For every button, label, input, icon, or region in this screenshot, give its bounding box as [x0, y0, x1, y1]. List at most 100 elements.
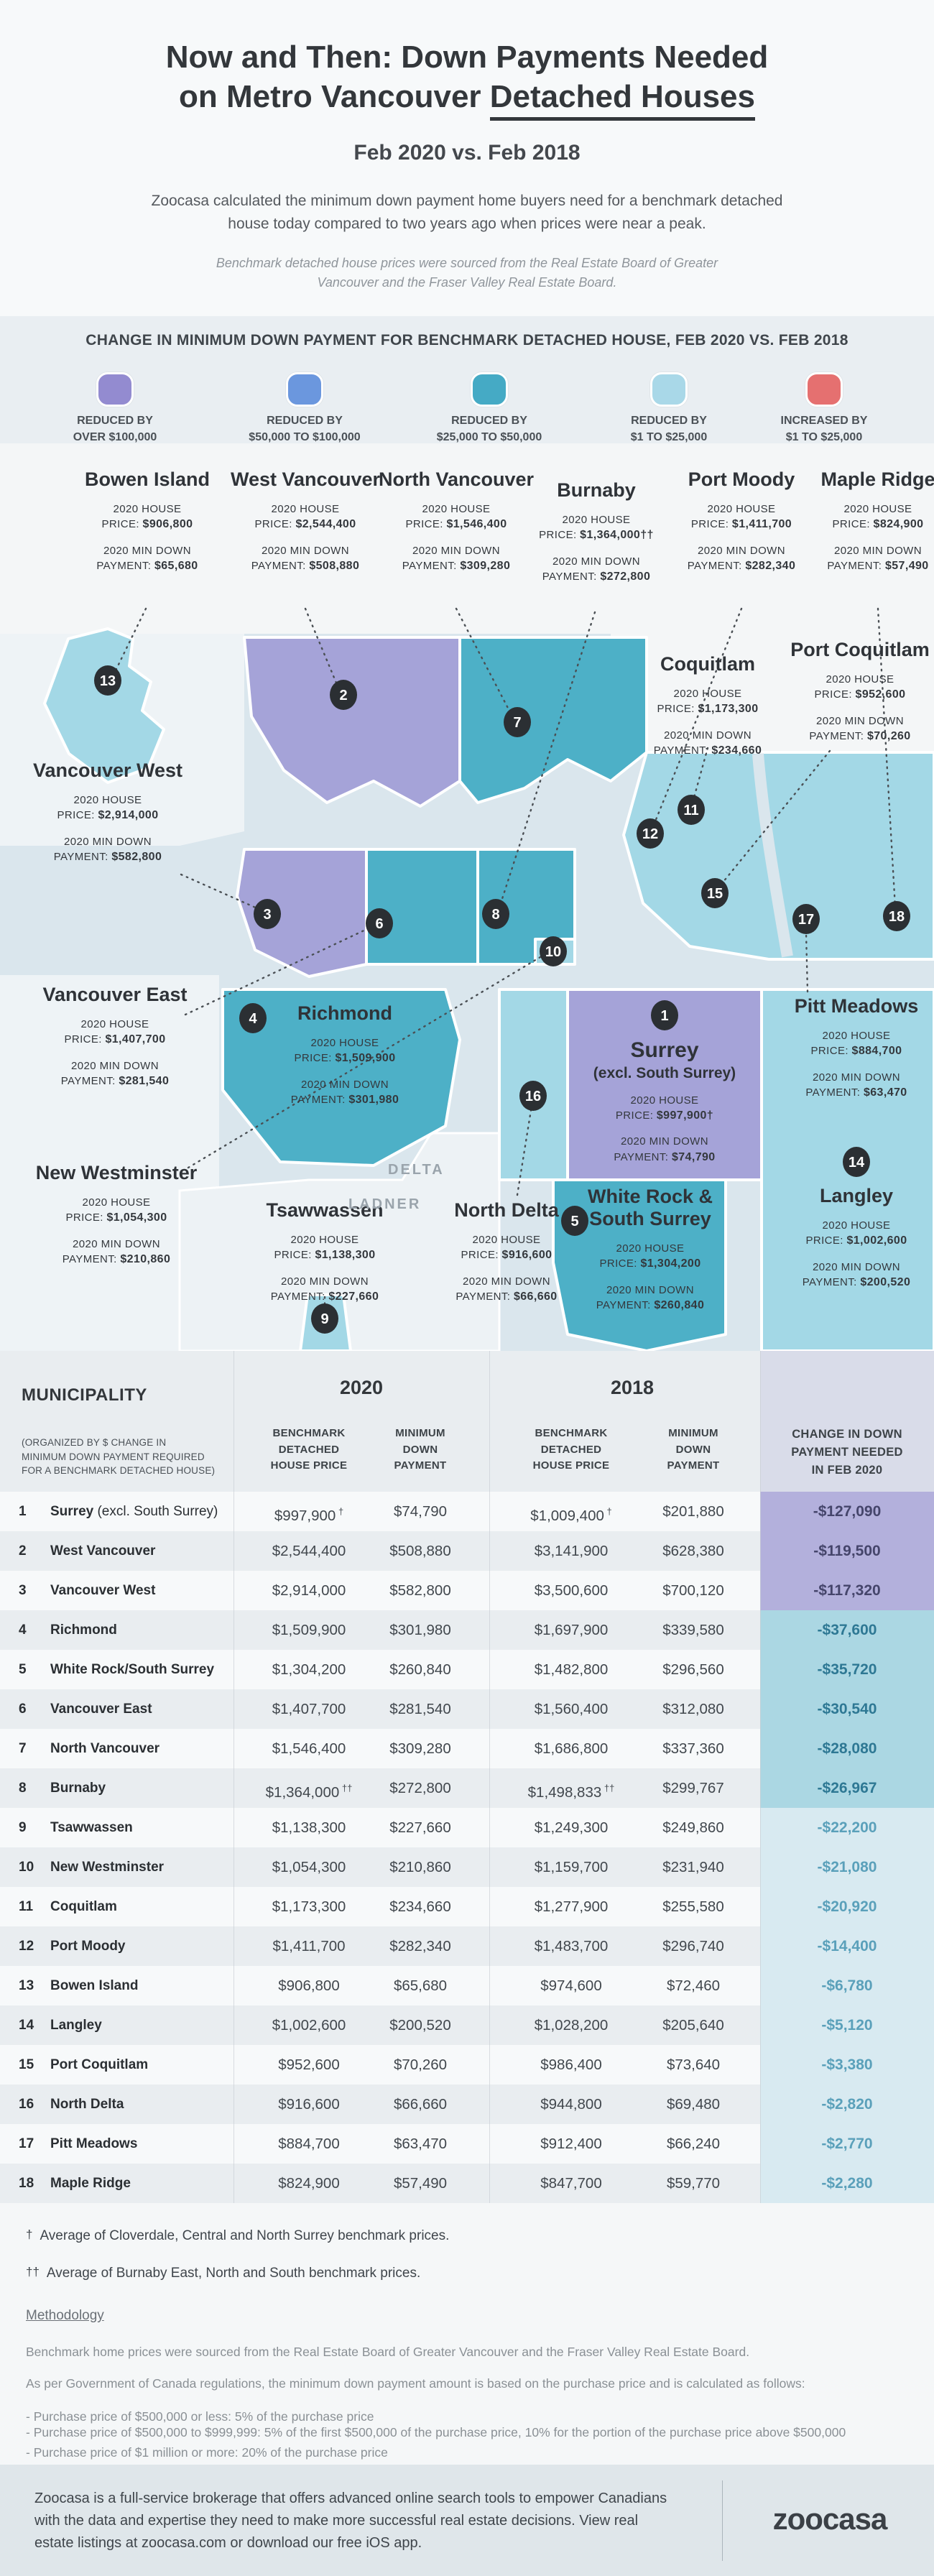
row-rank: 15 — [19, 2057, 34, 2072]
row-change-value: -$117,320 — [760, 1571, 934, 1610]
legend-item-label: REDUCED BY $50,000 TO $100,000 — [222, 412, 387, 446]
table-row: 15 Port Coquitlam $952,600 $70,260 $986,400 $… — [0, 2045, 934, 2085]
municipality-name: Coquitlam — [660, 653, 755, 675]
col-header-line: CHANGE IN DOWN — [792, 1428, 902, 1441]
row-rank: 13 — [19, 1978, 34, 1993]
col-header-2018-price: BENCHMARK DETACHED HOUSE PRICE — [510, 1426, 632, 1474]
row-rank: 16 — [19, 2097, 34, 2112]
row-2020-payment: $65,680 — [393, 1977, 448, 1994]
row-2020-payment: $281,540 — [389, 1701, 451, 1717]
table-divider — [489, 1351, 490, 2203]
row-rank: 9 — [19, 1820, 27, 1835]
table-row: 16 North Delta $916,600 $66,660 $944,800 $69,… — [0, 2085, 934, 2124]
col-header-2018-payment: MINIMUM DOWN PAYMENT — [632, 1426, 754, 1474]
svg-text:11: 11 — [683, 803, 698, 818]
municipality-name: North Vancouver — [378, 468, 535, 490]
house-price-caption: 2020 HOUSE PRICE: $1,509,900 — [294, 1037, 396, 1065]
svg-text:8: 8 — [491, 907, 499, 923]
down-payment-value: $272,800 — [600, 571, 651, 583]
down-payment-caption: 2020 MIN DOWN PAYMENT: $309,280 — [402, 544, 511, 573]
row-2018-payment: $72,460 — [666, 1977, 721, 1994]
area-label-delta: DELTA — [388, 1162, 445, 1178]
map-top-band — [0, 443, 934, 634]
municipality-name: Port Moody — [688, 468, 795, 490]
map-label-vancouver-west: Vancouver West 2020 HOUSE PRICE: $2,914,00… — [29, 760, 187, 865]
municipality-name: Pitt Meadows — [794, 995, 919, 1017]
row-change-value: -$2,770 — [760, 2124, 934, 2164]
down-payment-value: $57,490 — [884, 560, 929, 573]
title-line1: Now and Then: Down Payments Needed — [165, 40, 769, 75]
down-payment-caption: 2020 MIN DOWN PAYMENT: $66,660 — [456, 1275, 558, 1303]
row-2018-payment: $700,120 — [662, 1582, 724, 1599]
row-2018-price: $944,800 — [540, 2096, 602, 2113]
row-rank: 11 — [19, 1899, 34, 1914]
row-2020-price: $2,914,000 — [272, 1582, 346, 1599]
row-change-value: -$119,500 — [760, 1531, 934, 1571]
table-row: 2 West Vancouver $2,544,400 $508,880 $3,141,… — [0, 1531, 934, 1571]
row-2018-price: $1,560,400 — [534, 1701, 609, 1717]
footnote-symbol: † — [26, 2228, 33, 2241]
row-2018-price: $1,498,833 †† — [527, 1783, 615, 1801]
row-2018-payment: $66,240 — [666, 2136, 721, 2152]
col-header-line: PAYMENT — [667, 1459, 720, 1472]
down-payment-value: $66,660 — [513, 1291, 558, 1303]
legend-label-line2: $25,000 TO $50,000 — [436, 431, 542, 444]
house-price-value: $1,411,700 — [731, 518, 792, 531]
leader-line — [187, 954, 545, 1169]
row-2018-price: $1,483,700 — [534, 1938, 609, 1954]
row-rank: 6 — [19, 1702, 27, 1717]
row-2020-price: $1,364,000 †† — [265, 1783, 353, 1801]
municipality-name: Burnaby — [557, 479, 636, 501]
pitt-river — [752, 753, 793, 958]
intro-paragraph: Zoocasa calculated the minimum down paym… — [151, 193, 783, 232]
house-price-value: $1,407,700 — [105, 1033, 166, 1046]
municipality-name: Bowen Island — [84, 468, 211, 490]
col-header-line: DOWN — [675, 1443, 711, 1456]
svg-text:17: 17 — [798, 912, 814, 928]
legend-item: REDUCED BY OVER $100,000 — [32, 372, 198, 446]
leader-line — [805, 932, 809, 993]
table-divider — [760, 1351, 761, 2203]
row-2020-price: $1,054,300 — [272, 1859, 346, 1875]
table-row: 14 Langley $1,002,600 $200,520 $1,028,200 $20… — [0, 2005, 934, 2045]
map-marker-16: 16 — [519, 1081, 547, 1111]
municipality-name-suffix: (excl. South Surrey) — [593, 1064, 736, 1081]
table-row: 6 Vancouver East $1,407,700 $281,540 $1,560,… — [0, 1689, 934, 1729]
leader-line — [499, 611, 596, 907]
row-change-value: -$2,820 — [760, 2085, 934, 2124]
row-2018-payment: $59,770 — [666, 2175, 721, 2192]
svg-text:12: 12 — [642, 826, 658, 842]
svg-text:15: 15 — [707, 886, 723, 902]
legend-item: REDUCED BY $50,000 TO $100,000 — [222, 372, 387, 446]
col-header-2020-price: BENCHMARK DETACHED HOUSE PRICE — [248, 1426, 370, 1474]
row-rank: 2 — [19, 1543, 27, 1559]
municipality-name: Langley — [819, 1185, 894, 1206]
legend-item-label: INCREASED BY $1 TO $25,000 — [741, 412, 907, 446]
row-2020-price: $1,509,900 — [272, 1622, 346, 1638]
row-2020-price: $1,173,300 — [272, 1898, 346, 1915]
svg-text:14: 14 — [849, 1155, 865, 1171]
row-2020-payment: $234,660 — [389, 1898, 451, 1915]
row-rank: 8 — [19, 1781, 27, 1796]
municipality-note-line: MINIMUM DOWN PAYMENT REQUIRED — [22, 1451, 205, 1462]
house-price-caption: 2020 HOUSE PRICE: $1,002,600 — [805, 1219, 907, 1247]
municipality-note-line: FOR A BENCHMARK DETACHED HOUSE) — [22, 1465, 216, 1477]
footnote: †† Average of Burnaby East, North and Sou… — [26, 2265, 421, 2281]
house-price-caption: 2020 HOUSE PRICE: $952,600 — [814, 673, 906, 701]
down-payment-value: $234,660 — [711, 744, 762, 757]
down-payment-value: $260,840 — [654, 1299, 705, 1312]
table-header-change: CHANGE IN DOWN PAYMENT NEEDED IN FEB 2020 — [760, 1351, 934, 1492]
row-2020-price: $1,304,200 — [272, 1661, 346, 1678]
map-marker-3: 3 — [254, 899, 281, 929]
svg-text:9: 9 — [320, 1311, 328, 1327]
row-municipality: White Rock/South Surrey — [50, 1662, 215, 1677]
row-2018-payment: $231,940 — [662, 1859, 724, 1875]
table-row: 8 Burnaby $1,364,000 †† $272,800 $1,498,833 … — [0, 1768, 934, 1808]
map-label-richmond: Richmond 2020 HOUSE PRICE: $1,509,900 2020 … — [266, 1002, 424, 1108]
row-municipality: New Westminster — [50, 1860, 165, 1875]
row-2020-price: $1,002,600 — [272, 2017, 346, 2033]
house-price-caption: 2020 HOUSE PRICE: $2,544,400 — [254, 503, 356, 531]
row-change-value: -$22,200 — [760, 1808, 934, 1847]
col-header-change: CHANGE IN DOWN PAYMENT NEEDED IN FEB 2020 — [782, 1426, 912, 1479]
map-label-west-vancouver: West Vancouver 2020 HOUSE PRICE: $2,544,40… — [223, 468, 388, 574]
